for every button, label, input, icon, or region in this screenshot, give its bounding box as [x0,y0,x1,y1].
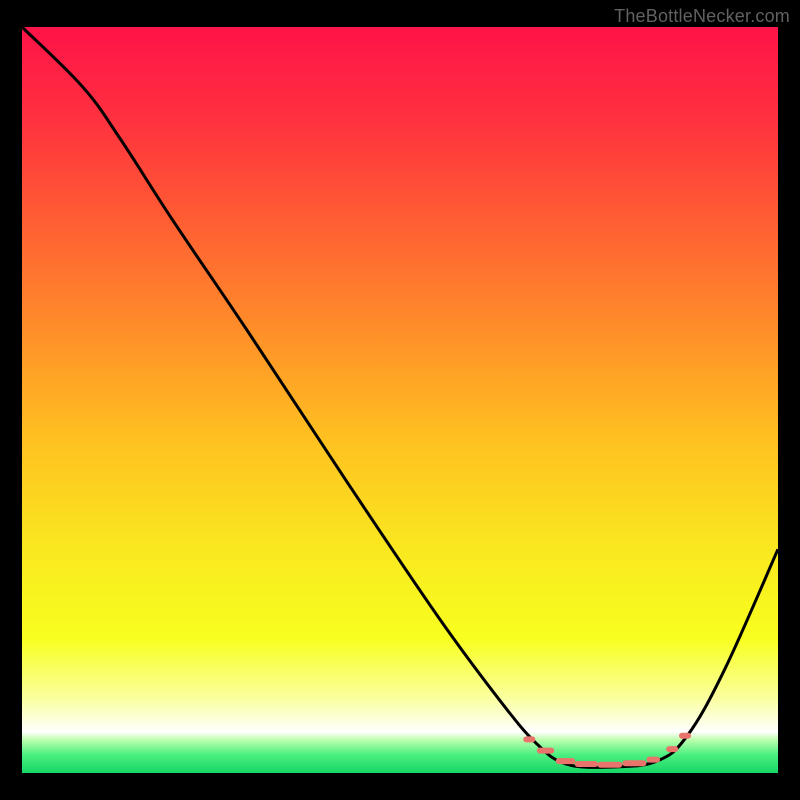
heat-gradient-background [22,27,778,773]
bottleneck-chart [0,0,800,800]
